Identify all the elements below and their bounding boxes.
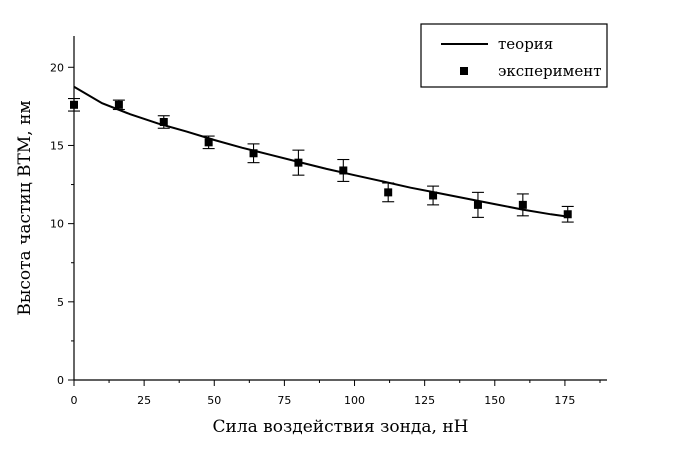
- x-tick-label: 125: [414, 394, 435, 407]
- legend-box: [420, 23, 608, 88]
- y-tick-label: 10: [50, 218, 64, 231]
- data-point: [473, 200, 482, 209]
- x-tick-label: 50: [207, 394, 221, 407]
- x-tick-label: 0: [71, 394, 78, 407]
- x-tick-label: 175: [554, 394, 575, 407]
- y-axis-title: Высота частиц BTM, нм: [15, 100, 35, 315]
- y-tick-label: 15: [50, 139, 64, 152]
- x-tick-label: 150: [484, 394, 505, 407]
- data-point: [384, 188, 393, 197]
- theory-series: [73, 85, 568, 218]
- legend-experiment-label: эксперимент: [498, 62, 602, 80]
- data-point: [114, 100, 123, 109]
- data-point: [70, 100, 78, 109]
- x-tick-label: 25: [137, 394, 151, 407]
- y-tick-label: 5: [57, 296, 64, 309]
- data-point: [429, 191, 438, 200]
- x-axis-title: Сила воздействия зонда, нН: [213, 417, 469, 437]
- experiment-series: [68, 97, 574, 223]
- data-point: [159, 118, 168, 126]
- data-point: [518, 200, 527, 209]
- theory-line: [73, 85, 568, 218]
- y-tick-label: 0: [57, 374, 64, 387]
- data-point: [563, 210, 572, 219]
- ticks: 0 25 50 75 100 125 150 175 0 5 10 15 20: [50, 61, 601, 407]
- x-tick-label: 100: [344, 394, 365, 407]
- legend-theory-label: теория: [498, 35, 553, 53]
- x-tick-label: 75: [277, 394, 291, 407]
- data-point: [249, 149, 258, 158]
- y-tick-label: 20: [50, 61, 64, 74]
- legend-experiment-swatch: [460, 67, 468, 75]
- legend: теория эксперимент: [420, 23, 608, 88]
- data-point: [294, 158, 303, 167]
- axes: [73, 36, 607, 381]
- data-point: [204, 138, 213, 147]
- data-point: [339, 166, 348, 175]
